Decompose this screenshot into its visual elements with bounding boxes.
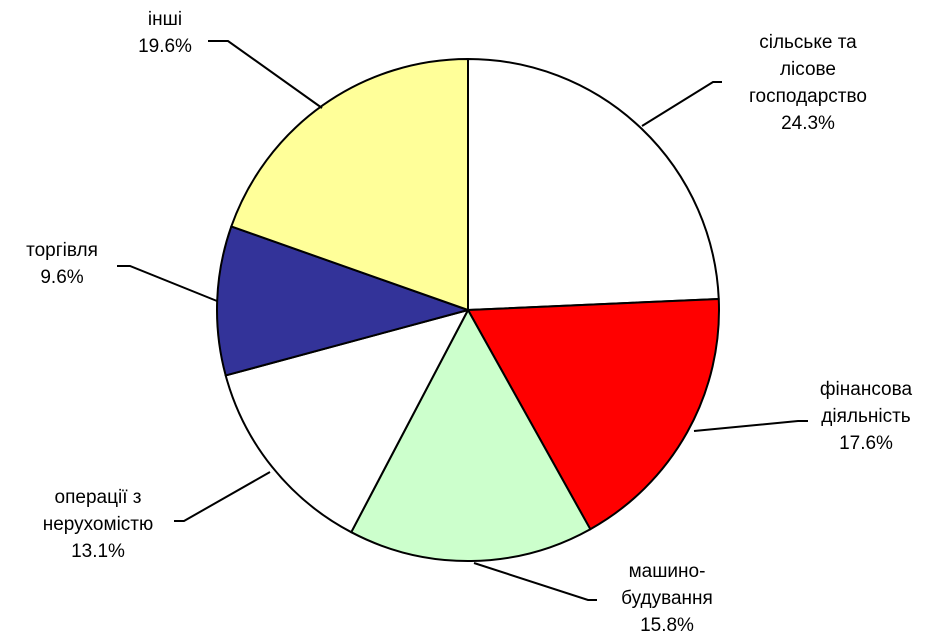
slice-label-2-line-3: 17.6% (839, 433, 893, 454)
slice-label-4-line-1: операції з (55, 487, 142, 508)
slice-labels-layer: сільське та лісове господарство 24.3% фінанс… (26, 9, 912, 636)
slice-label-3-line-2: будування (621, 588, 713, 609)
slice-label-6-line-2: 19.6% (138, 36, 192, 57)
slice-label-2: фінансова діяльність 17.6% (820, 379, 913, 454)
leader-lines-layer (117, 40, 808, 601)
leader-line-5 (117, 265, 218, 302)
slice-label-2-line-2: діяльність (821, 406, 910, 427)
slice-label-6: інші 19.6% (138, 9, 192, 57)
slice-label-4-line-3: 13.1% (71, 541, 125, 562)
slice-label-3: машино-будування 15.8% (621, 561, 713, 636)
slice-label-4-line-2: нерухомістю (43, 514, 154, 535)
leader-line-6 (208, 40, 323, 109)
pie-slice-2 (467, 297, 720, 531)
slice-label-5-line-1: торгівля (26, 240, 98, 261)
slice-label-5: торгівля 9.6% (26, 240, 98, 288)
pie-slice-4 (224, 309, 469, 534)
slice-label-1-line-2: лісове (780, 59, 836, 80)
leader-line-2 (693, 420, 808, 432)
pie-slice-3 (350, 309, 592, 562)
pie-slice-1 (467, 58, 720, 311)
slice-label-4: операції з нерухомістю 13.1% (43, 487, 154, 562)
slice-label-3-line-1: машино- (629, 561, 706, 582)
leader-line-4 (174, 471, 271, 522)
leader-line-3 (473, 562, 597, 601)
slice-label-3-line-3: 15.8% (640, 615, 694, 636)
pie-slice-6 (230, 58, 469, 311)
slice-label-1-line-3: господарство (749, 86, 867, 107)
slice-label-1-line-4: 24.3% (781, 113, 835, 134)
slice-label-1-line-1: сільське та (759, 32, 857, 53)
leader-line-1 (641, 81, 722, 127)
slice-label-1: сільське та лісове господарство 24.3% (749, 32, 867, 134)
slice-label-5-line-2: 9.6% (40, 267, 83, 288)
slice-label-2-line-1: фінансова (820, 379, 913, 400)
slice-label-6-line-1: інші (148, 9, 182, 30)
slices-layer (216, 58, 720, 562)
